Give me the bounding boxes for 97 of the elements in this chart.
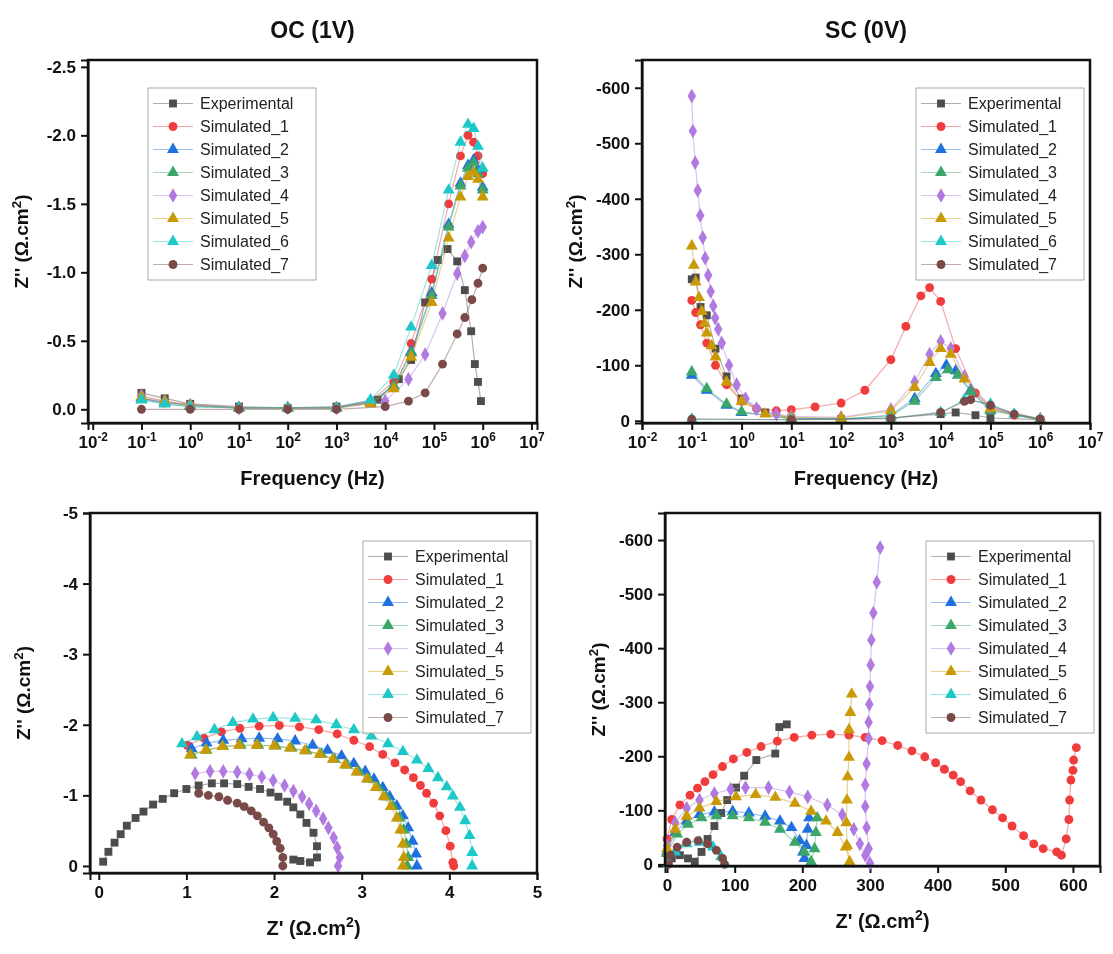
chart-title: OC (1V)	[270, 17, 355, 43]
x-tick-label: 10$^{3}$	[878, 430, 905, 453]
legend-label: Simulated_7	[968, 256, 1058, 275]
legend-label: Simulated_2	[200, 141, 290, 160]
legend-label: Simulated_4	[415, 640, 505, 659]
y-tick-label: -2	[62, 715, 78, 735]
legend-label: Simulated_1	[200, 118, 290, 137]
x-axis-title: Z' (Ω.cm$^{2}$)	[835, 907, 930, 932]
x-tick-label: 500	[991, 876, 1020, 896]
x-tick-label: 10$^{2}$	[275, 430, 302, 453]
y-tick-label: -2.0	[46, 126, 76, 146]
legend-label: Simulated_7	[978, 709, 1068, 728]
y-tick-label: 0	[620, 411, 630, 431]
legend-label: Simulated_3	[415, 617, 505, 636]
x-axis-title: Frequency (Hz)	[240, 467, 385, 489]
legend-label: Simulated_5	[415, 663, 505, 682]
x-tick-label: 100	[720, 876, 750, 896]
legend-label: Simulated_2	[978, 594, 1068, 613]
y-tick-label: -2.5	[46, 57, 76, 77]
legend-label: Simulated_4	[978, 640, 1068, 659]
x-tick-label: 0	[662, 876, 673, 896]
legend-label: Simulated_5	[200, 210, 290, 229]
legend-label: Experimental	[415, 548, 509, 566]
legend-label: Simulated_3	[968, 164, 1058, 183]
legend-label: Experimental	[978, 548, 1072, 566]
legend-label: Simulated_1	[978, 571, 1068, 590]
x-tick-label: 10$^{7}$	[1077, 430, 1104, 453]
legend-label: Simulated_4	[968, 187, 1058, 206]
legend-label: Simulated_5	[978, 663, 1068, 682]
x-tick-label: 0	[94, 883, 104, 903]
legend-label: Simulated_6	[968, 233, 1058, 252]
x-tick-label: 10$^{-2}$	[78, 430, 109, 453]
y-tick-label: -3	[62, 645, 78, 665]
y-tick-label: -500	[595, 134, 630, 154]
y-tick-label: -400	[618, 639, 653, 659]
y-tick-label: -200	[618, 747, 653, 767]
legend-label: Experimental	[200, 95, 294, 113]
x-tick-label: 10$^{4}$	[372, 430, 399, 453]
legend-label: Simulated_6	[978, 686, 1068, 705]
x-tick-label: 10$^{1}$	[226, 430, 253, 453]
legend-label: Simulated_7	[200, 256, 290, 275]
chart-title: SC (0V)	[825, 17, 907, 43]
x-tick-label: 3	[357, 883, 367, 903]
x-tick-label: 10$^{4}$	[928, 430, 955, 453]
x-axis-title: Z' (Ω.cm$^{2}$)	[266, 914, 361, 939]
x-tick-label: 10$^{-2}$	[627, 430, 658, 453]
legend-label: Simulated_5	[968, 210, 1058, 229]
y-tick-label: -300	[595, 245, 630, 265]
x-tick-label: 1	[182, 883, 192, 903]
x-tick-label: 10$^{6}$	[470, 430, 497, 453]
y-tick-label: -1.0	[46, 263, 76, 283]
x-tick-label: 600	[1059, 876, 1088, 896]
x-tick-label: 10$^{5}$	[978, 430, 1005, 453]
y-tick-label: 0	[643, 855, 653, 875]
y-tick-label: -100	[618, 801, 653, 821]
legend-label: Simulated_3	[200, 164, 290, 183]
x-tick-label: 5	[532, 883, 543, 903]
legend-label: Simulated_4	[200, 187, 290, 206]
y-tick-label: -4	[62, 574, 79, 594]
legend-label: Simulated_6	[415, 686, 505, 705]
y-tick-label: -400	[595, 189, 630, 209]
y-tick-label: -600	[618, 530, 653, 550]
x-axis-title: Frequency (Hz)	[793, 467, 939, 489]
y-tick-label: -100	[595, 356, 630, 376]
legend-label: Simulated_1	[968, 118, 1058, 137]
x-tick-label: 4	[445, 883, 456, 903]
legend-label: Simulated_3	[978, 617, 1068, 636]
y-tick-label: -1.5	[46, 194, 76, 214]
y-tick-label: -5	[62, 503, 78, 523]
y-tick-label: -200	[595, 300, 630, 320]
x-tick-label: 10$^{6}$	[1027, 430, 1054, 453]
x-tick-label: 10$^{0}$	[729, 430, 756, 453]
x-tick-label: 10$^{5}$	[421, 430, 448, 453]
x-tick-label: 10$^{2}$	[828, 430, 855, 453]
x-tick-label: 400	[923, 876, 953, 896]
x-tick-label: 10$^{7}$	[519, 430, 546, 453]
legend-label: Simulated_7	[415, 709, 505, 728]
legend-label: Simulated_2	[968, 141, 1058, 160]
x-tick-label: 2	[269, 883, 280, 903]
y-tick-label: -500	[618, 585, 653, 605]
y-tick-label: 0.0	[52, 400, 76, 420]
y-tick-label: -0.5	[46, 331, 76, 351]
y-tick-label: 0	[68, 856, 78, 876]
x-tick-label: 300	[856, 876, 885, 896]
y-tick-label: -300	[618, 693, 653, 713]
x-tick-label: 10$^{1}$	[779, 430, 805, 453]
x-tick-label: 200	[788, 876, 818, 896]
x-tick-label: 10$^{-1}$	[127, 430, 158, 453]
x-tick-label: 10$^{0}$	[177, 430, 204, 453]
legend-label: Simulated_6	[200, 233, 290, 252]
y-tick-label: -600	[595, 78, 630, 98]
legend-label: Experimental	[968, 95, 1062, 113]
y-tick-label: -1	[62, 786, 78, 806]
legend-label: Simulated_2	[415, 594, 505, 613]
x-tick-label: 10$^{3}$	[324, 430, 351, 453]
x-tick-label: 10$^{-1}$	[677, 430, 708, 453]
legend-label: Simulated_1	[415, 571, 505, 590]
